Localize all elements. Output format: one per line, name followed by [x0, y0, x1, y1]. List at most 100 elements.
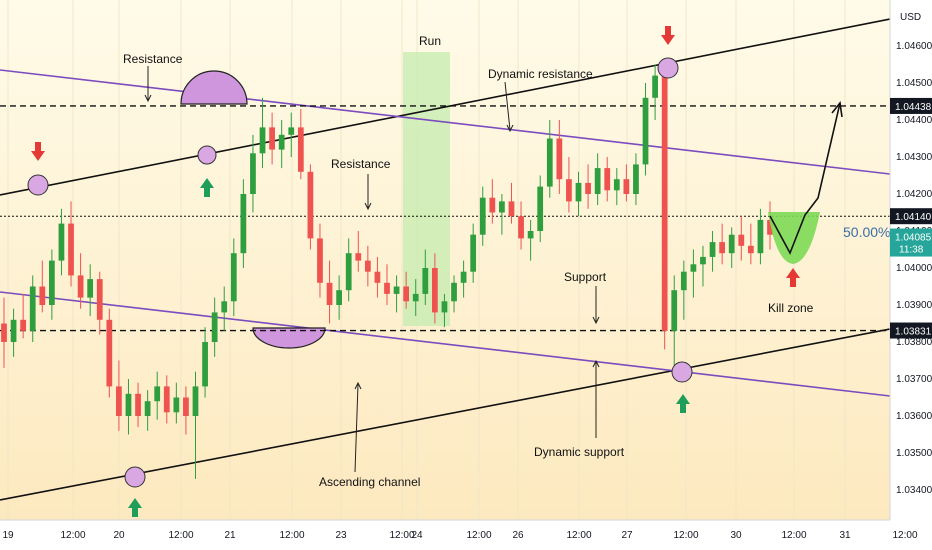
- candle-body: [240, 194, 247, 254]
- candle-body: [518, 216, 524, 239]
- candle-body: [345, 253, 352, 291]
- price-tick-label: 1.04600: [896, 41, 932, 52]
- time-tick-label: 12:00: [673, 530, 698, 541]
- candle-body: [144, 401, 151, 416]
- dynamic-support-label: Dynamic support: [534, 445, 625, 459]
- current-price-label: 1.04085: [895, 233, 932, 244]
- candle-body: [87, 279, 94, 298]
- price-tick-label: 1.04400: [896, 115, 932, 126]
- resistance-arc: [180, 70, 248, 105]
- candle-body: [250, 153, 256, 194]
- candle-body: [269, 127, 275, 150]
- price-tick-label: 1.04200: [896, 189, 932, 200]
- price-tick-label: 1.04000: [896, 263, 932, 274]
- up-arrow-icon: [676, 394, 690, 413]
- candle-body: [355, 253, 362, 261]
- time-axis[interactable]: [0, 520, 932, 550]
- down-arrow-icon: [661, 26, 675, 45]
- candle-body: [613, 179, 620, 191]
- candle-body: [297, 127, 304, 172]
- candle-body: [690, 264, 697, 272]
- countdown-label: 11:38: [899, 245, 924, 256]
- candle-body: [556, 138, 563, 180]
- candle-body: [566, 179, 572, 202]
- time-tick-label: 12:00: [892, 530, 917, 541]
- candle-body: [96, 279, 103, 320]
- time-tick-label: 31: [839, 530, 851, 541]
- price-axis[interactable]: [890, 0, 932, 520]
- candle-body: [230, 253, 237, 302]
- signal-arrows: [31, 26, 800, 517]
- run-label: Run: [419, 34, 441, 48]
- candle-body: [192, 386, 199, 416]
- candle-body: [604, 168, 611, 191]
- candle-body: [135, 393, 141, 416]
- projection-path: [769, 102, 841, 255]
- touch-circle: [197, 145, 217, 165]
- candle-body: [680, 271, 687, 291]
- candle-body: [767, 219, 773, 235]
- time-tick-label: 12:00: [279, 530, 304, 541]
- candle-body: [58, 223, 65, 261]
- candle-body: [508, 201, 515, 217]
- candle-body: [278, 134, 285, 150]
- support-arc: [252, 327, 326, 349]
- candle-body: [422, 268, 429, 294]
- up-arrow-icon: [128, 498, 142, 517]
- candle-body: [336, 290, 342, 305]
- candle-body: [661, 75, 668, 331]
- time-tick-label: 12:00: [566, 530, 591, 541]
- candle-body: [288, 127, 295, 135]
- candle-body: [460, 271, 467, 283]
- candle-body: [623, 179, 630, 194]
- touch-circle: [27, 174, 49, 196]
- candle-body: [49, 260, 55, 305]
- price-tick-label: 1.03600: [896, 411, 932, 422]
- resistance-label-mid: Resistance: [331, 157, 391, 171]
- candle-body: [575, 182, 582, 202]
- candle-body: [738, 234, 745, 246]
- current-price-tag: [890, 228, 932, 257]
- candle-body: [719, 242, 725, 254]
- candle-body: [106, 319, 113, 387]
- candle-body: [652, 75, 658, 98]
- candle-body: [633, 164, 639, 194]
- candle-body: [10, 319, 17, 342]
- ascending-channel-upper: [0, 18, 891, 196]
- candle-body: [116, 386, 122, 416]
- price-tick-label: 1.03900: [896, 300, 932, 311]
- candle-body: [221, 301, 228, 313]
- touch-circle: [671, 361, 693, 383]
- candle-body: [546, 138, 553, 187]
- time-tick-label: 21: [224, 530, 236, 541]
- candle-body: [259, 127, 266, 154]
- candle-body: [709, 242, 716, 257]
- candle-body: [441, 301, 448, 313]
- price-tag-label: 1.03831: [895, 327, 932, 338]
- candle-body: [317, 238, 323, 283]
- time-tick-label: 12:00: [466, 530, 491, 541]
- price-tick-label: 1.03400: [896, 485, 932, 496]
- price-tick-label: 1.04300: [896, 152, 932, 163]
- down-arrow-icon: [31, 142, 45, 161]
- candle-body: [364, 260, 371, 272]
- touch-circle: [124, 466, 146, 488]
- up-arrow-icon: [200, 178, 214, 197]
- candles: [1, 64, 773, 479]
- candle-body: [728, 234, 735, 254]
- price-tick-label: 1.04500: [896, 78, 932, 89]
- candle-body: [489, 197, 496, 213]
- candle-body: [20, 319, 27, 331]
- currency-label: USD: [900, 12, 921, 23]
- candle-body: [326, 282, 333, 305]
- candle-body: [202, 342, 208, 387]
- resistance-label-upper: Resistance: [123, 52, 183, 66]
- time-tick-label: 26: [512, 530, 524, 541]
- fib-level-label: 50.00%: [843, 224, 890, 240]
- candle-body: [747, 245, 754, 254]
- support-label: Support: [564, 270, 607, 284]
- candle-body: [642, 97, 649, 165]
- time-tick-label: 12:00: [168, 530, 193, 541]
